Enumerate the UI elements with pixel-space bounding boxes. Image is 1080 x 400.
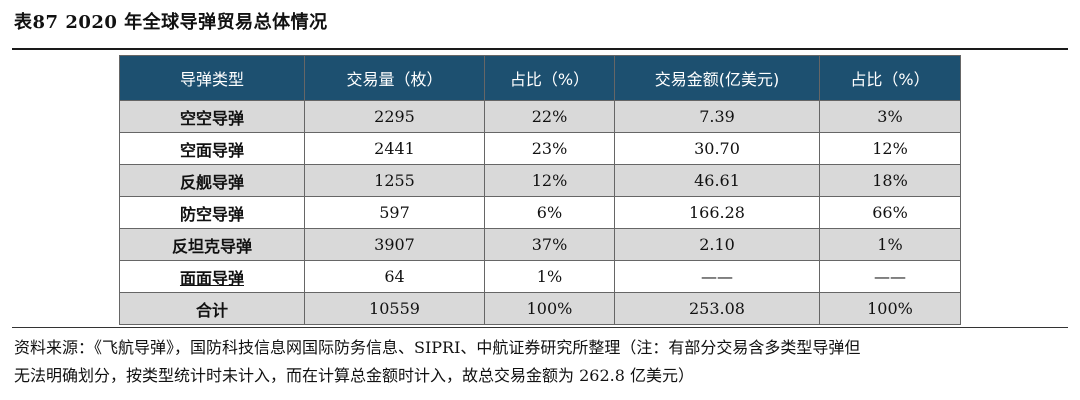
cell-amount: —— (614, 260, 820, 293)
cell-type-label: 面面导弹 (179, 268, 244, 288)
cell-amount-share: 18% (819, 164, 961, 197)
cell-type: 反坦克导弹 (119, 228, 305, 261)
missile-trade-table: 导弹类型 交易量（枚） 占比（%） 交易金额(亿美元) 占比（%） 空空导弹 2… (119, 55, 961, 325)
cell-volume: 2441 (304, 132, 485, 165)
cell-amount: 46.61 (614, 164, 820, 197)
header-volume: 交易量（枚） (304, 55, 485, 101)
cell-volume-share: 37% (484, 228, 615, 261)
cell-amount-share: —— (819, 260, 961, 293)
source-note-line: 无法明确划分，按类型统计时未计入，而在计算总金额时计入，故总交易金额为 262.… (14, 366, 694, 385)
source-note-line: 资料来源：《飞航导弹》，国防科技信息网国际防务信息、SIPRI、中航证券研究所整… (14, 338, 861, 357)
table-row: 反坦克导弹 3907 37% 2.10 1% (119, 228, 961, 261)
cell-volume-share: 6% (484, 196, 615, 229)
cell-volume-share: 12% (484, 164, 615, 197)
cell-volume-share: 1% (484, 260, 615, 293)
cell-type: 面面导弹 (119, 260, 305, 293)
cell-type: 防空导弹 (119, 196, 305, 229)
table-title: 表87 2020 年全球导弹贸易总体情况 (14, 12, 328, 33)
cell-amount-share: 66% (819, 196, 961, 229)
cell-amount: 253.08 (614, 292, 820, 325)
header-type: 导弹类型 (119, 55, 305, 101)
cell-amount: 30.70 (614, 132, 820, 165)
cell-amount: 166.28 (614, 196, 820, 229)
table-header-row: 导弹类型 交易量（枚） 占比（%） 交易金额(亿美元) 占比（%） (119, 55, 961, 101)
table-row: 空空导弹 2295 22% 7.39 3% (119, 100, 961, 133)
cell-amount-share: 100% (819, 292, 961, 325)
cell-volume: 1255 (304, 164, 485, 197)
cell-volume: 64 (304, 260, 485, 293)
bottom-divider (12, 327, 1068, 328)
table-row: 防空导弹 597 6% 166.28 66% (119, 196, 961, 229)
table-total-row: 合计 10559 100% 253.08 100% (119, 292, 961, 325)
cell-amount-share: 12% (819, 132, 961, 165)
cell-amount-share: 3% (819, 100, 961, 133)
cell-volume: 2295 (304, 100, 485, 133)
cell-amount-share: 1% (819, 228, 961, 261)
cell-type: 合计 (119, 292, 305, 325)
cell-volume: 597 (304, 196, 485, 229)
header-amount: 交易金额(亿美元) (614, 55, 820, 101)
table-row: 反舰导弹 1255 12% 46.61 18% (119, 164, 961, 197)
header-volume-share: 占比（%） (484, 55, 615, 101)
cell-volume: 10559 (304, 292, 485, 325)
cell-volume: 3907 (304, 228, 485, 261)
cell-type: 空面导弹 (119, 132, 305, 165)
top-divider (12, 48, 1068, 50)
cell-amount: 2.10 (614, 228, 820, 261)
table-row: 空面导弹 2441 23% 30.70 12% (119, 132, 961, 165)
source-note: 资料来源：《飞航导弹》，国防科技信息网国际防务信息、SIPRI、中航证券研究所整… (14, 334, 1069, 390)
cell-volume-share: 100% (484, 292, 615, 325)
cell-type: 反舰导弹 (119, 164, 305, 197)
table-row: 面面导弹 64 1% —— —— (119, 260, 961, 293)
header-amount-share: 占比（%） (819, 55, 961, 101)
cell-amount: 7.39 (614, 100, 820, 133)
cell-volume-share: 23% (484, 132, 615, 165)
cell-type: 空空导弹 (119, 100, 305, 133)
cell-volume-share: 22% (484, 100, 615, 133)
